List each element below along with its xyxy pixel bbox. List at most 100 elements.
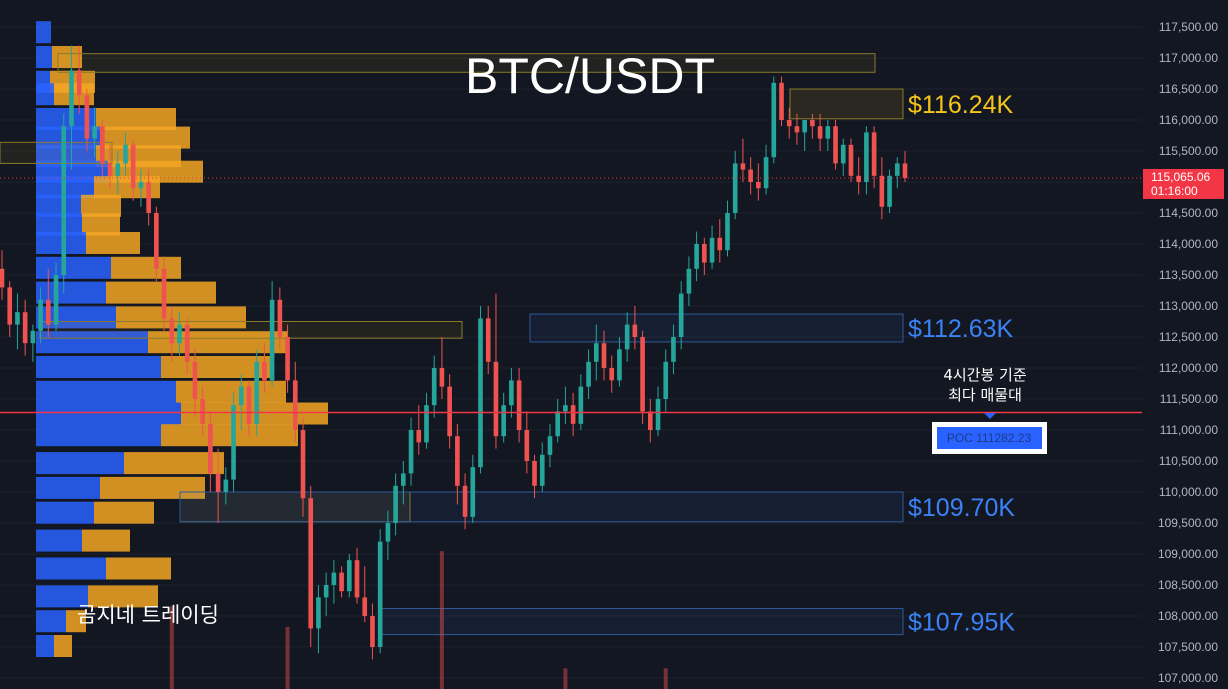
highlight-box xyxy=(57,53,876,73)
candle-body xyxy=(323,585,329,598)
poc-badge: POC 111282.23 xyxy=(932,422,1047,454)
candle-body xyxy=(624,324,630,350)
profile-sell-bar xyxy=(161,424,298,447)
profile-buy-bar xyxy=(36,476,100,499)
profile-buy-bar xyxy=(36,281,106,304)
candle-body xyxy=(578,386,584,424)
candle-body xyxy=(894,163,900,176)
candle-body xyxy=(879,175,885,207)
current-price-tag: 115,065.06 01:16:00 xyxy=(1143,168,1224,199)
candle-body xyxy=(717,237,723,251)
price-axis[interactable]: 117,500.00 117,000.00 116,500.00 116,000.00… xyxy=(1142,0,1228,689)
candle-body xyxy=(308,498,314,629)
candle-body xyxy=(493,361,499,437)
candle-body xyxy=(640,337,645,412)
profile-buy-bar xyxy=(36,402,181,425)
price-tick-label: 113,000.00 xyxy=(1159,299,1218,313)
candle-countdown: 01:16:00 xyxy=(1151,184,1198,198)
candle-body xyxy=(794,126,800,133)
candle-body xyxy=(678,293,684,337)
candle-body xyxy=(146,182,151,213)
candle-body xyxy=(269,299,275,381)
volume-bar xyxy=(663,668,668,689)
price-tick-label: 112,500.00 xyxy=(1159,330,1218,344)
candle-body xyxy=(393,485,398,523)
reference-lines xyxy=(0,177,1142,414)
candle-body xyxy=(238,386,244,406)
highlight-box xyxy=(39,321,463,339)
candle-body xyxy=(154,213,159,269)
price-zone-box xyxy=(179,491,904,523)
candle-body xyxy=(76,70,82,96)
candle-body xyxy=(45,299,51,325)
candle-body xyxy=(22,312,28,344)
candle-body xyxy=(192,361,198,399)
candle-body xyxy=(570,405,576,424)
candle-body xyxy=(563,405,568,412)
price-tick-label: 112,000.00 xyxy=(1159,361,1218,375)
profile-sell-bar xyxy=(82,529,130,552)
price-tick-label: 110,500.00 xyxy=(1159,454,1218,468)
profile-sell-bar xyxy=(86,232,140,254)
candle-body xyxy=(593,343,599,362)
candle-body xyxy=(702,244,707,263)
candle-body xyxy=(254,361,260,424)
candle-body xyxy=(416,430,422,443)
chart-title: BTC/USDT xyxy=(465,48,715,104)
candle-body xyxy=(817,126,823,139)
profile-sell-bar xyxy=(94,501,154,524)
price-zone-box xyxy=(789,88,904,120)
candle-body xyxy=(331,572,337,585)
profile-sell-bar xyxy=(148,331,288,354)
candle-body xyxy=(478,318,483,468)
candle-body xyxy=(292,380,298,430)
profile-buy-bar xyxy=(36,501,94,524)
price-tick-label: 108,500.00 xyxy=(1158,578,1218,592)
candle-body xyxy=(161,268,167,319)
profile-buy-bar xyxy=(36,126,100,149)
candle-body xyxy=(786,120,792,127)
candle-body xyxy=(686,268,692,294)
candle-body xyxy=(848,144,854,176)
candle-body xyxy=(732,163,738,213)
candle-body xyxy=(840,144,846,164)
profile-buy-bar xyxy=(36,529,82,552)
profile-sell-bar xyxy=(52,46,82,68)
candle-body xyxy=(725,213,730,251)
profile-buy-bar xyxy=(36,557,106,580)
profile-buy-bar xyxy=(36,21,51,44)
candle-body xyxy=(246,386,252,424)
price-tick-label: 113,500.00 xyxy=(1159,268,1218,282)
candle-body xyxy=(223,479,229,492)
candle-body xyxy=(354,560,360,598)
volume-profile xyxy=(36,21,328,657)
price-tick-label: 108,000.00 xyxy=(1158,609,1218,623)
candle-body xyxy=(609,368,615,381)
poc-badge-label: POC 111282.23 xyxy=(947,431,1032,445)
candle-body xyxy=(385,523,391,542)
candle-body xyxy=(864,132,869,182)
candle-body xyxy=(107,163,113,176)
candle-body xyxy=(601,343,607,368)
profile-sell-bar xyxy=(106,557,171,580)
volume-bar xyxy=(439,551,444,689)
candle-body xyxy=(215,473,221,492)
candle-body xyxy=(763,157,769,189)
candle-body xyxy=(516,380,522,430)
price-tick-label: 111,000.00 xyxy=(1160,423,1219,437)
current-price-value: 115,065.06 xyxy=(1151,170,1210,184)
current-price-tag-bg xyxy=(1143,168,1224,199)
profile-sell-bar xyxy=(176,380,286,403)
candle-body xyxy=(30,330,36,344)
candle-body xyxy=(902,163,908,178)
volume-bars xyxy=(169,551,668,689)
candle-body xyxy=(447,386,452,437)
profile-sell-bar xyxy=(96,108,176,130)
candle-body xyxy=(539,454,545,486)
candle-body xyxy=(408,430,414,474)
profile-buy-bar xyxy=(36,610,66,633)
price-zone-box xyxy=(529,313,904,343)
candle-body xyxy=(377,541,383,647)
